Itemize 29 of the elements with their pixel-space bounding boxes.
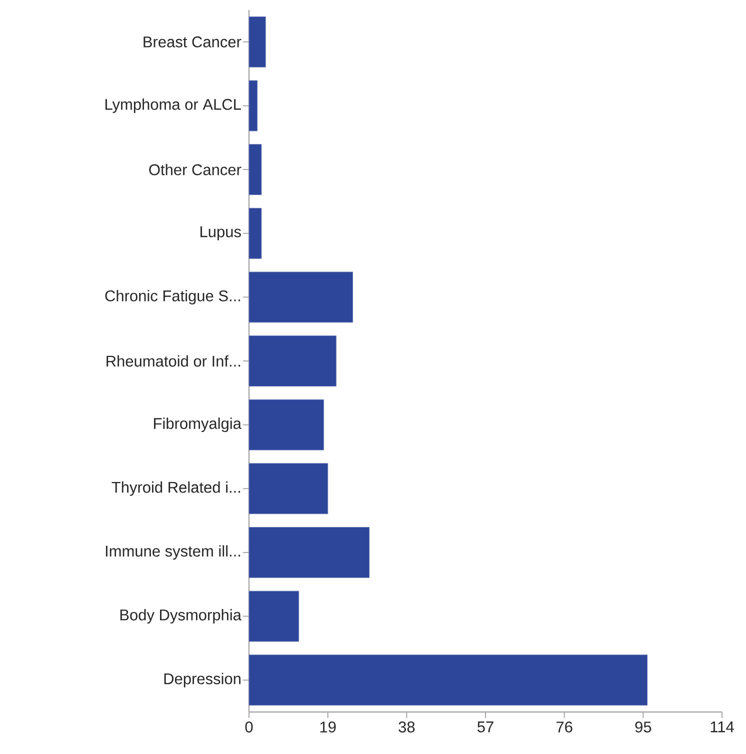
y-tick-label: Body Dysmorphia — [120, 609, 242, 624]
bar — [248, 16, 266, 68]
x-tick-label: 76 — [556, 722, 572, 733]
bar — [248, 527, 370, 578]
x-tick-label: 57 — [478, 722, 494, 732]
bar — [248, 590, 300, 642]
bar — [248, 399, 324, 450]
bar — [248, 144, 262, 196]
x-tick-label: 95 — [635, 722, 652, 733]
bar — [248, 654, 648, 706]
y-tick-label: Fibromyalgia — [154, 418, 242, 432]
x-tick-label: 114 — [710, 722, 734, 732]
y-tick-label: Thyroid Related i... — [112, 481, 240, 496]
y-tick-label: Lupus — [200, 226, 241, 240]
y-tick-label: Chronic Fatigue S... — [105, 290, 240, 304]
y-tick-label: Breast Cancer — [144, 36, 242, 48]
x-tick-label: 38 — [398, 722, 415, 733]
bar — [248, 336, 336, 386]
y-tick-label: Rheumatoid or Inf... — [106, 355, 240, 367]
x-tick-label: 19 — [320, 722, 336, 733]
bar — [248, 272, 353, 323]
x-tick-label: 0 — [245, 722, 253, 733]
bar — [248, 463, 328, 514]
y-tick-label: Depression — [164, 672, 240, 688]
y-tick-label: Lymphoma or ALCL — [105, 98, 241, 113]
y-tick-label: Other Cancer — [149, 164, 242, 176]
y-tick-label: Immune system ill... — [106, 545, 240, 560]
bar — [248, 208, 262, 259]
bar — [248, 80, 258, 132]
